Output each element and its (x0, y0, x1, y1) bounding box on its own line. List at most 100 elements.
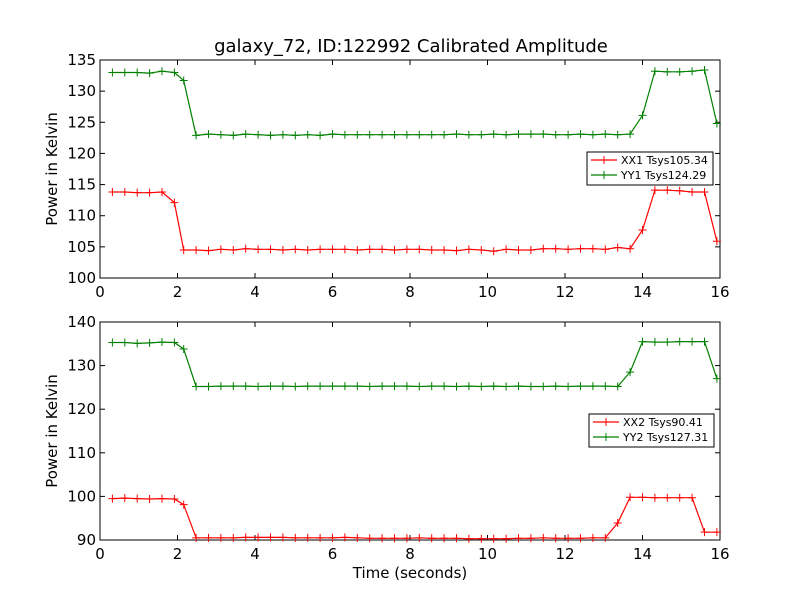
y-tick-label: 125 (67, 113, 96, 131)
data-point (216, 130, 225, 139)
data-point (514, 382, 523, 391)
data-point (241, 533, 250, 542)
data-point (638, 337, 647, 346)
data-point (526, 245, 535, 254)
data-point (551, 244, 560, 253)
data-point (204, 533, 213, 542)
data-point (378, 245, 387, 254)
data-point (170, 198, 179, 207)
data-point (170, 338, 179, 347)
data-point (390, 534, 399, 543)
legend: XX1 Tsys105.34 YY1 Tsys124.29 (586, 151, 714, 186)
data-point (489, 247, 498, 256)
series-xx1 (108, 186, 721, 256)
data-point (328, 382, 337, 391)
x-tick-label: 16 (710, 545, 729, 563)
data-point (254, 533, 263, 542)
data-point (254, 245, 263, 254)
data-point (303, 130, 312, 139)
data-point (700, 65, 709, 74)
data-point (378, 382, 387, 391)
data-point (452, 130, 461, 139)
x-tick-label: 14 (633, 283, 652, 301)
data-point (303, 245, 312, 254)
data-point (464, 130, 473, 139)
data-point (415, 533, 424, 542)
legend-entry: XX2 Tsys90.41 (623, 416, 703, 429)
data-point (464, 245, 473, 254)
data-point (291, 131, 300, 140)
data-point (170, 495, 179, 504)
data-point (588, 244, 597, 253)
series-yy2 (108, 337, 721, 391)
data-point (378, 130, 387, 139)
data-point (216, 245, 225, 254)
legend-entry: YY2 Tsys127.31 (622, 431, 708, 444)
x-tick-label: 10 (478, 283, 497, 301)
data-point (588, 533, 597, 542)
data-point (179, 76, 188, 85)
data-point (539, 244, 548, 253)
data-point (365, 130, 374, 139)
y-tick-label: 135 (67, 51, 96, 69)
data-point (489, 534, 498, 543)
data-point (477, 245, 486, 254)
data-point (613, 243, 622, 252)
data-point (638, 493, 647, 502)
data-point (254, 130, 263, 139)
data-point (688, 188, 697, 197)
data-point (688, 493, 697, 502)
y-tick-label: 100 (67, 487, 96, 505)
data-point (514, 534, 523, 543)
data-point (712, 528, 721, 537)
data-point (108, 188, 117, 197)
data-point (700, 188, 709, 197)
data-point (204, 246, 213, 255)
data-point (120, 188, 129, 197)
data-point (663, 186, 672, 195)
data-point (402, 130, 411, 139)
data-point (216, 382, 225, 391)
data-point (712, 374, 721, 383)
data-point (427, 245, 436, 254)
y-tick-label: 130 (67, 82, 96, 100)
data-point (192, 533, 201, 542)
data-point (650, 493, 659, 502)
data-point (626, 368, 635, 377)
data-point (328, 533, 337, 542)
x-tick-label: 0 (95, 545, 105, 563)
data-point (663, 338, 672, 347)
x-tick-label: 14 (633, 545, 652, 563)
data-point (427, 534, 436, 543)
data-point (415, 382, 424, 391)
data-point (278, 130, 287, 139)
x-tick-label: 2 (173, 545, 183, 563)
data-point (170, 68, 179, 77)
data-point (601, 245, 610, 254)
data-point (353, 533, 362, 542)
data-point (365, 382, 374, 391)
data-point (588, 130, 597, 139)
data-point (390, 245, 399, 254)
data-point (120, 494, 129, 503)
data-point (650, 186, 659, 195)
data-point (353, 382, 362, 391)
data-point (378, 534, 387, 543)
legend-marker (602, 433, 610, 441)
data-point (133, 68, 142, 77)
x-tick-label: 10 (478, 545, 497, 563)
data-point (340, 382, 349, 391)
data-point (120, 338, 129, 347)
y-tick-label: 105 (67, 238, 96, 256)
data-point (402, 534, 411, 543)
legend-marker (600, 156, 608, 164)
data-point (477, 382, 486, 391)
data-point (675, 67, 684, 76)
x-tick-label: 2 (173, 283, 183, 301)
data-point (266, 245, 275, 254)
data-point (638, 111, 647, 120)
data-point (133, 188, 142, 197)
data-point (328, 245, 337, 254)
y-tick-label: 120 (67, 400, 96, 418)
data-point (120, 68, 129, 77)
